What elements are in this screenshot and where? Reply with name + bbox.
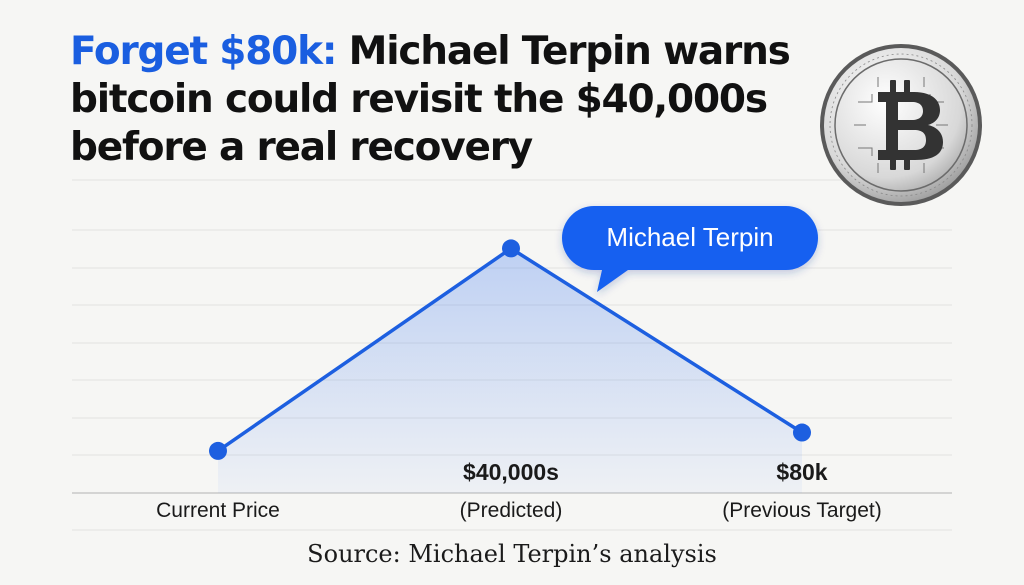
data-point — [793, 423, 811, 442]
headline-accent: Forget $80k: — [70, 29, 337, 74]
callout-bubble: Michael Terpin — [562, 206, 818, 292]
bitcoin-coin-icon — [820, 44, 982, 206]
headline-rest: Michael Terpin warns bitcoin could revis… — [70, 29, 791, 170]
callout-label: Michael Terpin — [606, 222, 773, 252]
data-point — [209, 441, 227, 460]
x-tick-label: Current Price — [156, 499, 280, 522]
x-tick-sublabel: (Predicted) — [460, 499, 563, 522]
chart-points — [209, 239, 811, 460]
x-tick-label: $40,000s — [463, 459, 559, 485]
x-tick-sublabel: (Previous Target) — [722, 499, 882, 522]
data-point — [502, 239, 520, 258]
x-tick-label: $80k — [776, 459, 827, 485]
headline: Forget $80k: Michael Terpin warns bitcoi… — [70, 28, 810, 172]
chart-area-fill — [218, 248, 802, 493]
x-axis-labels: Current Price $40,000s (Predicted) $80k (Pre… — [156, 459, 882, 522]
source-caption: Source: Michael Terpin’s analysis — [307, 540, 717, 568]
callout-shape — [562, 206, 818, 292]
